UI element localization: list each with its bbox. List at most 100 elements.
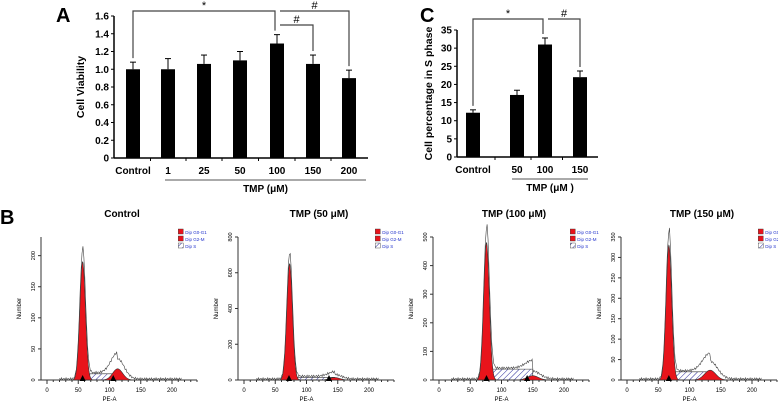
raw-histogram-line [59,246,182,381]
significance-marker: * [202,0,207,12]
y-tick-label: 200 [228,340,234,349]
x-tick-label: 200 [747,388,758,394]
x-tick-label: 150 [528,388,539,394]
histogram-panel: TMP (50 μM) 0 200 400 600 800 0 50 100 150 200 PE-A… [214,209,404,403]
peak-marker-icon [110,375,117,381]
legend-swatch [178,235,184,242]
y-tick-label: 0 [611,378,617,381]
x-axis-label: TMP (μM) [243,184,288,195]
significance-bracket [280,10,350,67]
legend-hatch-icon [178,242,184,249]
x-tick-label: 0 [242,388,246,394]
bar [466,112,480,157]
peak-marker-icon [79,375,86,381]
g2-m-peak [687,369,733,381]
legend-swatch [375,228,381,235]
x-tick-label: 0 [437,388,441,394]
y-tick-label: 350 [611,232,617,241]
legend-label: Dip G2-M [185,237,205,242]
y-tick-label: 25 [441,62,453,73]
significance-bracket [132,10,276,59]
legend-swatch [570,228,576,235]
x-axis-label: PE-A [102,397,116,403]
x-axis-label: PE-A [299,397,313,403]
raw-histogram-line [639,227,762,381]
y-axis-label: Cell percentage in S phase [423,27,435,161]
y-tick-label: 20 [441,80,453,91]
legend-swatch [570,235,576,242]
bar-chart-s-phase: 0 5 10 15 20 25 30 35 Cell percentage in S phase… [423,8,598,194]
x-tick-label: 200 [559,388,570,394]
y-tick-label: 50 [611,357,617,363]
x-tick-label: 100 [104,388,115,394]
g2-m-peak [97,368,138,381]
legend-label: Dip S [185,244,196,249]
histogram-panel: TMP (100 μM) 0 100 200 300 400 500 0 50 100 150 200… [409,209,599,403]
x-tick-label: 100 [269,166,286,177]
y-tick-label: 100 [31,313,37,322]
y-axis-label: Cell Viability [75,56,87,118]
y-tick-label: 0.8 [95,83,109,94]
y-tick-label: 0.6 [95,100,109,111]
y-tick-label: 100 [423,347,429,356]
legend-hatch-icon [375,242,381,249]
y-axis-label: Number [597,298,603,319]
peak-marker-icon [665,375,672,381]
legend-label: Dip G2-M [382,237,402,242]
y-tick-label: 0.4 [95,118,109,129]
y-tick-label: 1.2 [95,47,109,58]
x-tick-label: 50 [655,388,662,394]
g2-m-peak [314,377,355,381]
panel-label-a: A [56,5,70,27]
y-tick-label: 400 [423,261,429,270]
y-tick-label: 1.4 [95,29,109,40]
y-tick-label: 0 [31,378,37,381]
x-tick-label: 0 [45,388,49,394]
legend-label: Dip G0-G1 [382,230,404,235]
g0-g1-peak [475,241,498,381]
peak-marker-icon [524,375,531,381]
panel-label-b: B [0,207,14,229]
y-tick-label: 0 [103,154,109,165]
x-tick-label: 50 [511,165,523,176]
x-tick-label: 0 [625,388,629,394]
legend-label: Dip G2-M [577,237,597,242]
x-tick-label: 100 [537,165,554,176]
significance-marker: * [506,8,511,20]
y-tick-label: 0 [228,378,234,381]
raw-histogram-line [451,224,574,381]
x-tick-label: 200 [167,388,178,394]
raw-histogram-line [256,252,379,381]
peak-marker-icon [326,375,332,381]
legend-hatch-icon [758,242,764,249]
g2-m-peak [510,375,556,381]
legend-label: Dip S [577,244,588,249]
x-tick-label: 150 [136,388,147,394]
peak-marker-icon [286,375,292,381]
bar-chart-cell-viability: 0 0.2 0.4 0.6 0.8 1.0 1.2 1.4 1.6 Cell Viability C… [75,0,368,195]
significance-marker: # [561,8,568,20]
y-tick-label: 50 [31,346,37,352]
y-tick-label: 5 [446,134,452,145]
g0-g1-peak [71,261,94,381]
x-tick-label: 50 [272,388,279,394]
bar [233,60,247,158]
significance-bracket [280,24,314,52]
x-tick-label: 150 [333,388,344,394]
y-tick-label: 1.0 [95,65,109,76]
peak-marker-icon [483,375,490,381]
x-axis-label: PE-A [494,397,508,403]
y-tick-label: 300 [611,253,617,262]
histogram-title: TMP (100 μM) [482,209,546,220]
g0-g1-peak [657,244,681,381]
x-tick-label: 50 [467,388,474,394]
y-tick-label: 15 [441,98,453,109]
y-tick-label: 800 [228,232,234,241]
legend-label: Dip G0-G1 [577,230,599,235]
x-tick-label: 150 [572,165,589,176]
x-tick-label: 200 [341,166,358,177]
x-axis-label: TMP (μM ) [526,183,574,194]
bar [573,77,587,157]
x-tick-label: 200 [364,388,375,394]
